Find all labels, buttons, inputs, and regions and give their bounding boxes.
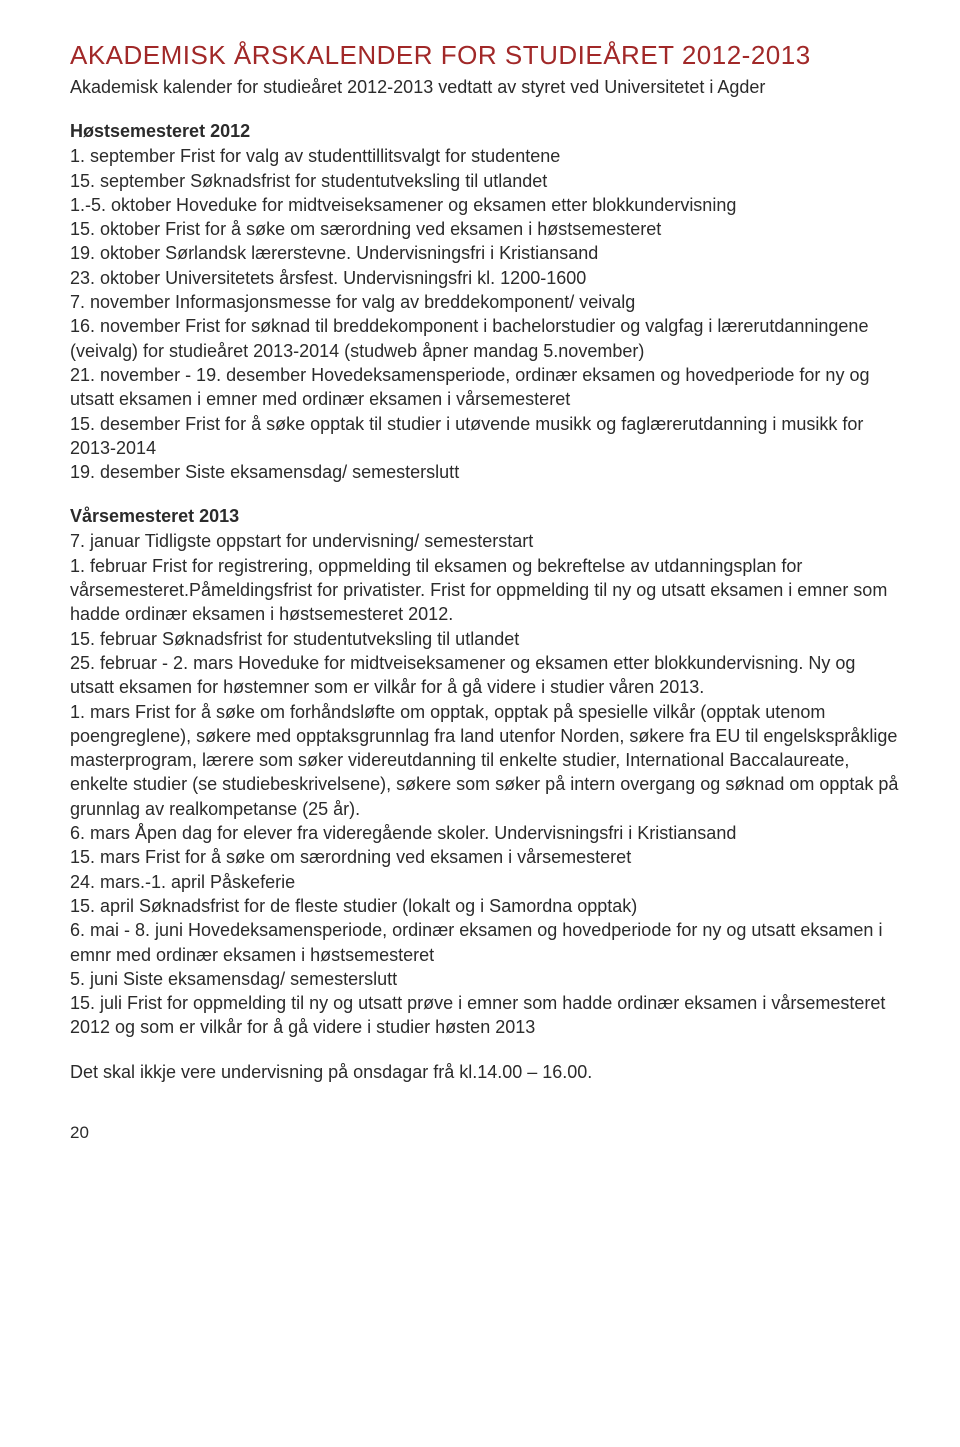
footer-note: Det skal ikkje vere undervisning på onsd… <box>70 1062 900 1083</box>
page-subtitle: Akademisk kalender for studieåret 2012-2… <box>70 75 900 99</box>
var-semester-heading: Vårsemesteret 2013 <box>70 506 900 527</box>
var-semester-body: 7. januar Tidligste oppstart for undervi… <box>70 529 900 1039</box>
host-semester-heading: Høstsemesteret 2012 <box>70 121 900 142</box>
page-number: 20 <box>70 1123 900 1143</box>
page-title: AKADEMISK ÅRSKALENDER FOR STUDIEÅRET 201… <box>70 40 900 71</box>
host-semester-body: 1. september Frist for valg av studentti… <box>70 144 900 484</box>
